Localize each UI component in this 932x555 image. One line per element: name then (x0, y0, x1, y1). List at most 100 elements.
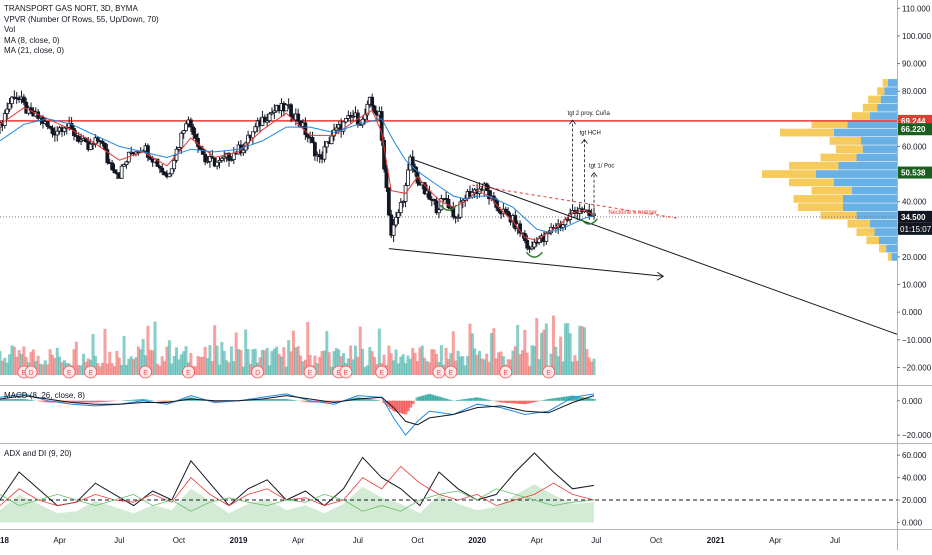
candle-body (161, 168, 164, 172)
candle-body (392, 225, 395, 235)
vp-up-row (834, 129, 897, 137)
vp-down-row (789, 162, 839, 170)
macd-legend[interactable]: MACD (8, 26, close, 8) (4, 391, 85, 400)
vp-up-row (888, 79, 897, 87)
candle-body (406, 170, 409, 185)
main-axis-tick-label: 10.000 (902, 281, 927, 290)
event-marker-label: E (344, 370, 349, 377)
wedge-trendline (415, 160, 897, 334)
vp-up-row (852, 187, 897, 195)
candle-body (297, 114, 300, 121)
candle-body (268, 114, 271, 121)
event-marker-label: E (308, 370, 313, 377)
candle-body (254, 127, 257, 132)
time-axis-label: 2019 (230, 536, 248, 545)
candle-body (173, 160, 176, 168)
moving-averages (0, 108, 594, 241)
time-axis-label: Jul (353, 536, 363, 545)
vp-up-row (875, 228, 898, 236)
candle-body (330, 136, 333, 144)
vp-up-row (834, 178, 897, 186)
hch-shoulder-arc (581, 219, 597, 224)
candlesticks (0, 90, 596, 253)
candle-body (182, 131, 185, 134)
candle-body (397, 213, 400, 218)
candle-body (192, 127, 195, 134)
target-label: tgt HCH (579, 131, 600, 137)
macd-signal-line (0, 396, 594, 425)
vp-up-row (892, 253, 897, 261)
event-marker-label: E (546, 370, 551, 377)
candle-body (113, 170, 116, 173)
price-axes: 110.000100.00090.00080.00070.00060.00050… (897, 4, 932, 527)
main-axis-tick-label: 40.000 (902, 198, 927, 207)
candle-body (304, 123, 307, 135)
adx-line (0, 453, 594, 506)
candle-body (180, 133, 183, 147)
candle-body (385, 169, 388, 188)
vp-up-row (870, 220, 897, 228)
macd-pane (0, 394, 596, 435)
event-marker-label: E (503, 370, 508, 377)
main-axis-tick-label: 90.000 (902, 60, 927, 69)
candle-body (3, 114, 6, 126)
candle-body (251, 132, 254, 138)
vp-down-row (789, 178, 834, 186)
time-axis-label: Apr (769, 536, 782, 545)
legend-title[interactable]: TRANSPORT GAS NORT, 3D, BYMA (4, 4, 159, 15)
main-axis-tick-label: 20.000 (902, 253, 927, 262)
vp-down-row (794, 195, 844, 203)
adx-axis-tick-label: 40.000 (902, 474, 927, 483)
vp-up-row (886, 245, 897, 253)
candle-body (170, 169, 173, 174)
vp-up-row (884, 87, 897, 95)
vp-down-row (812, 187, 853, 195)
vp-up-row (863, 145, 897, 153)
vp-up-row (816, 170, 897, 178)
main-axis-tick-label: 100.000 (902, 32, 931, 41)
time-axis-label: 2020 (468, 536, 486, 545)
vp-down-row (848, 220, 871, 228)
candle-body (6, 109, 9, 113)
vp-down-row (857, 228, 875, 236)
adx-legend[interactable]: ADX and DI (9, 20) (4, 449, 72, 458)
candle-body (46, 121, 49, 126)
legend-vpvr[interactable]: VPVR (Number Of Rows, 55, Up/Down, 70) (4, 15, 159, 26)
vp-down-row (852, 112, 870, 120)
candle-body (120, 166, 123, 178)
time-axis-label: 2018 (0, 536, 9, 545)
candle-body (313, 143, 316, 156)
macd-axis-tick-label: −20.000 (902, 431, 932, 440)
event-marker-label: E (186, 370, 191, 377)
vp-up-row (843, 195, 897, 203)
macd-line (0, 394, 594, 435)
vp-up-row (861, 137, 897, 145)
macd-histogram-bar (449, 400, 453, 401)
event-marker-label: D (28, 370, 33, 377)
adx-pane (0, 453, 897, 522)
candle-body (290, 105, 293, 117)
ma21-line (0, 119, 594, 232)
vp-down-row (836, 145, 863, 153)
legend-ma8[interactable]: MA (8, close, 0) (4, 36, 159, 47)
time-axis-label: Jul (114, 536, 124, 545)
candle-body (96, 138, 99, 141)
target-label: tgt 1/ Poc (589, 164, 614, 170)
time-axis-label: Apr (292, 536, 305, 545)
candle-body (216, 162, 219, 166)
price-badge-label: 66.220 (901, 125, 926, 134)
candle-body (371, 97, 374, 106)
event-marker-label: E (67, 370, 72, 377)
vp-down-row (762, 170, 816, 178)
vp-down-row (883, 79, 888, 87)
candle-body (168, 174, 171, 177)
candle-body (373, 106, 376, 113)
candle-body (311, 137, 314, 142)
vp-down-row (821, 212, 857, 220)
macd-axis-tick-label: 0.000 (902, 397, 923, 406)
legend-vol[interactable]: Vol (4, 25, 159, 36)
legend-ma21[interactable]: MA (21, close, 0) (4, 46, 159, 57)
